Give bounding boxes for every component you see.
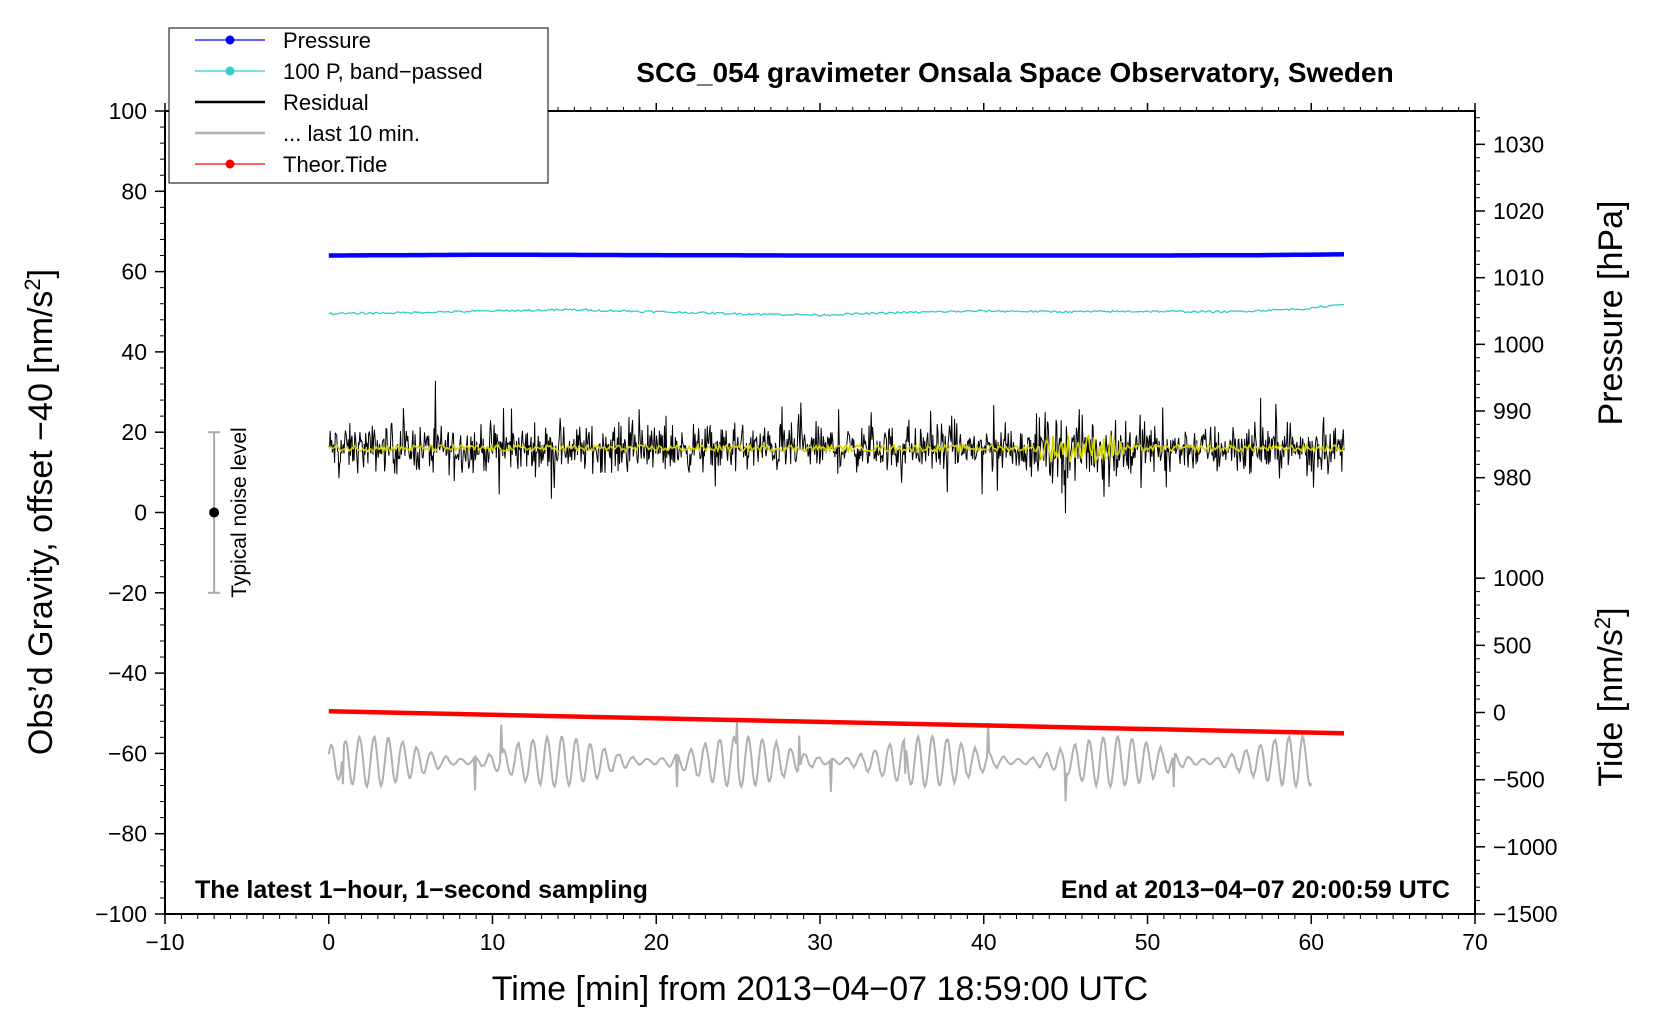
series-theor-tide-line (328, 708, 1345, 736)
y-pressure-tick-label: 990 (1493, 398, 1531, 424)
y-left-tick-label: 60 (121, 259, 147, 285)
y-tide-tick-label: −1000 (1493, 834, 1558, 860)
legend-entry-label: Residual (283, 90, 369, 115)
series-layer (327, 252, 1345, 802)
series-pressure-line (328, 252, 1345, 258)
y-axis-title-tide: Tide [nm/s2] (1590, 607, 1631, 786)
y-left-tick-label: −100 (95, 901, 147, 927)
x-tick-label: 20 (643, 929, 669, 955)
y-pressure-tick-label: 1030 (1493, 131, 1544, 157)
y-tide-tick-label: 0 (1493, 700, 1506, 726)
y-axis-title-left-suffix: ] (22, 269, 60, 278)
legend: Pressure 100 P, band−passed Residual ... la… (168, 27, 549, 184)
noise-bar-label: Typical noise level (228, 427, 251, 597)
x-axis-title: Time [min] from 2013−04−07 18:59:00 UTC (492, 970, 1148, 1008)
x-tick-label: −10 (145, 929, 184, 955)
y-axis-title-tide-sup: 2 (1590, 617, 1615, 629)
y-left-tick-label: 40 (121, 339, 147, 365)
y-tide-tick-label: −500 (1493, 767, 1545, 793)
x-tick-label: 30 (807, 929, 833, 955)
series-band-passed-line (328, 303, 1345, 317)
series-residual-line (328, 380, 1345, 514)
x-tick-label: 50 (1135, 929, 1161, 955)
y-axis-title-left-sup: 2 (20, 278, 45, 290)
x-tick-label: 70 (1462, 929, 1488, 955)
y-left-tick-label: 100 (109, 98, 147, 124)
legend-entry-label: Theor.Tide (283, 152, 387, 177)
y-left-tick-label: −80 (108, 821, 147, 847)
y-tide-tick-label: 500 (1493, 632, 1531, 658)
y-tide-tick-label: 1000 (1493, 565, 1544, 591)
y-axis-title-left: Obs’d Gravity, offset −40 [nm/s2] (20, 269, 61, 755)
y-pressure-tick-label: 980 (1493, 465, 1531, 491)
legend-entry-label: ... last 10 min. (283, 121, 420, 146)
legend-swatch-marker (225, 35, 235, 45)
series-last-10-min-line (327, 721, 1313, 802)
plot-frame (164, 110, 1476, 915)
y-tide-tick-label: −1500 (1493, 901, 1558, 927)
noise-bar-center-dot (209, 507, 220, 518)
y-pressure-tick-label: 1010 (1493, 265, 1544, 291)
axes-ticks-layer: −10 0 10 20 30 40 50 60 70100806040200−20−40−60−… (95, 98, 1557, 955)
y-left-tick-label: 20 (121, 419, 147, 445)
chart-title: SCG_054 gravimeter Onsala Space Observat… (636, 57, 1393, 88)
y-left-tick-label: 0 (134, 500, 147, 526)
legend-entry-label: 100 P, band−passed (283, 59, 483, 84)
y-axis-title-tide-text: Tide [nm/s (1592, 629, 1630, 786)
y-axis-title-left-text: Obs’d Gravity, offset −40 [nm/s (22, 291, 60, 756)
series-residual-smooth-line (328, 433, 1345, 465)
y-left-tick-label: −60 (108, 740, 147, 766)
y-pressure-tick-label: 1020 (1493, 198, 1544, 224)
x-tick-label: 0 (322, 929, 335, 955)
y-axis-title-tide-suffix: ] (1592, 607, 1630, 616)
y-left-tick-label: −20 (108, 580, 147, 606)
x-tick-label: 40 (971, 929, 997, 955)
y-axis-title-pressure: Pressure [hPa] (1592, 201, 1630, 426)
legend-entry-label: Pressure (283, 28, 371, 53)
x-tick-label: 10 (480, 929, 506, 955)
y-pressure-tick-label: 1000 (1493, 331, 1544, 357)
x-tick-label: 60 (1298, 929, 1324, 955)
y-left-tick-label: 80 (121, 178, 147, 204)
annotation-latest-hour: The latest 1−hour, 1−second sampling (195, 876, 648, 904)
y-left-tick-label: −40 (108, 660, 147, 686)
legend-swatch-marker (225, 66, 235, 76)
noise-level-bar: Typical noise level (208, 427, 251, 598)
annotation-end-time: End at 2013−04−07 20:00:59 UTC (1061, 876, 1450, 904)
legend-box (168, 27, 549, 184)
legend-swatch-marker (225, 159, 235, 169)
